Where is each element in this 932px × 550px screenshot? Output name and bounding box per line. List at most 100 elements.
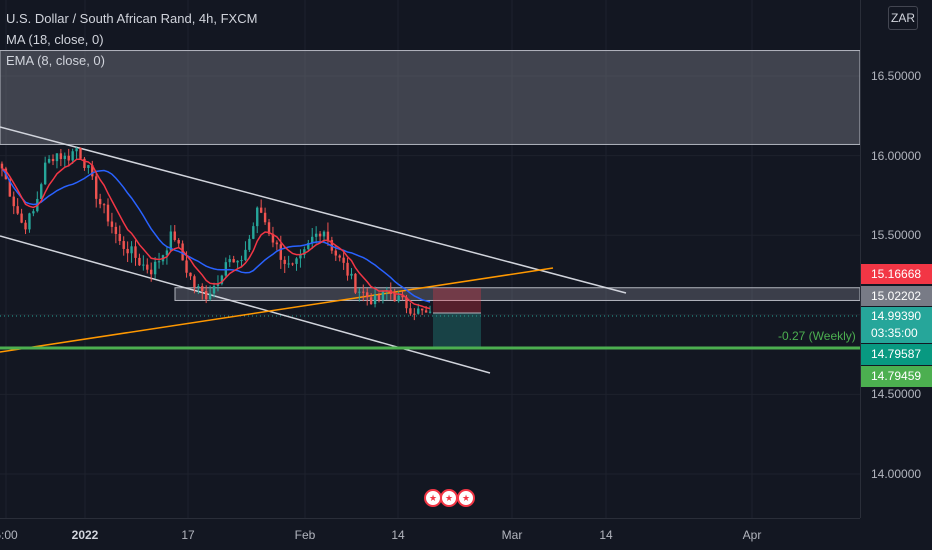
candle-body [295,258,298,264]
candle-body [142,264,145,266]
chart-plot-area[interactable]: U.S. Dollar / South African Rand, 4h, FX… [0,0,861,518]
candle-body [314,233,318,237]
channel-upper-line [0,126,627,294]
support-price-label: 14.79587 [861,344,932,365]
candle-body [303,249,306,255]
candle-body [405,297,408,309]
y-tick-label: 14.50000 [871,387,922,402]
y-tick-label: 16.50000 [871,69,922,83]
candle-body [130,246,133,254]
candle-body [173,231,176,241]
y-tick-label: 15.50000 [871,228,922,243]
price-axis[interactable]: ZAR 16.5000016.0000015.5000015.0000014.5… [860,0,932,518]
candle-body [350,273,353,276]
candle-body [428,311,432,313]
candle-body [413,313,416,315]
ema-indicator-label[interactable]: EMA (8, close, 0) [6,53,105,68]
candle-body [43,162,47,185]
candle-body [409,308,412,314]
us-flag-icon[interactable]: ★ [424,489,442,507]
candle-body [212,285,216,294]
candle-body [291,263,294,265]
candle-body [232,259,235,263]
current-price-label: 14.99390 03:35:00 [861,307,932,343]
candle-body [373,294,377,305]
stop-loss-box [433,288,481,313]
candle-body [369,297,373,305]
price-chart[interactable] [0,0,861,518]
candle-body [377,294,381,301]
symbol-title[interactable]: U.S. Dollar / South African Rand, 4h, FX… [6,11,258,26]
candle-body [240,260,243,262]
candle-body [224,262,228,276]
candle-body [55,153,59,162]
ma-indicator-label[interactable]: MA (18, close, 0) [6,32,104,47]
candle-body [354,273,357,293]
candle-body [299,254,302,259]
candle-body [283,259,286,264]
candle-body [24,222,27,230]
candle-body [185,260,188,273]
candle-body [216,283,220,286]
candle-body [193,276,196,287]
candle-body [40,184,43,199]
candle-body [334,250,337,256]
candle-body [67,155,70,161]
candle-body [424,310,428,313]
candle-body [208,293,212,300]
candle-body [189,272,192,277]
currency-button[interactable]: ZAR [888,6,918,30]
x-tick-label: 5:00 [0,528,18,542]
x-tick-label: 17 [181,528,195,542]
candle-body [102,204,106,206]
x-tick-label: 14 [599,528,613,542]
candle-body [397,295,400,302]
candle-body [358,291,361,293]
candle-body [71,151,74,161]
candle-body [275,242,279,245]
last-price-label: 15.16668 [861,264,932,284]
candle-body [342,257,345,263]
candle-body [28,213,31,230]
candle-body [307,243,310,250]
candle-body [177,240,180,244]
candle-body [181,243,184,261]
x-tick-label: Apr [742,528,762,542]
x-tick-label: 14 [391,528,405,542]
candle-body [338,255,341,258]
candle-body [267,222,271,234]
us-flag-icon[interactable]: ★ [440,489,458,507]
resistance-zone [0,50,861,145]
candle-body [259,207,263,213]
candle-body [236,260,239,263]
candle-body [322,231,326,237]
ma-line [1,168,431,303]
candle-body [75,148,78,152]
candle-body [362,291,365,293]
x-tick-label: Mar [501,528,523,542]
channel-lower-line [0,235,491,374]
candle-body [197,286,200,288]
take-profit-box [433,313,481,348]
candle-body [381,290,385,301]
x-tick-label: Feb [294,528,316,542]
us-flag-icon[interactable]: ★ [457,489,475,507]
current-price-value: 14.99390 [871,309,922,323]
candle-body [420,308,424,311]
candle-body [248,238,251,250]
candle-body [417,308,420,314]
candle-body [134,246,137,258]
candle-body [263,212,267,223]
breakout-zone [174,287,861,301]
candle-body [204,291,208,300]
candle-body [126,248,129,254]
candle-body [244,249,247,261]
zone-price-label: 15.02202 [861,286,932,306]
candle-body [146,264,149,270]
candle-body [51,158,55,162]
candle-body [150,269,153,275]
candle-body [169,231,173,251]
candle-body [106,204,110,222]
time-axis[interactable]: 5:00 2022 17 Feb 14 Mar 14 Apr [0,518,860,550]
candle-body [138,257,141,266]
